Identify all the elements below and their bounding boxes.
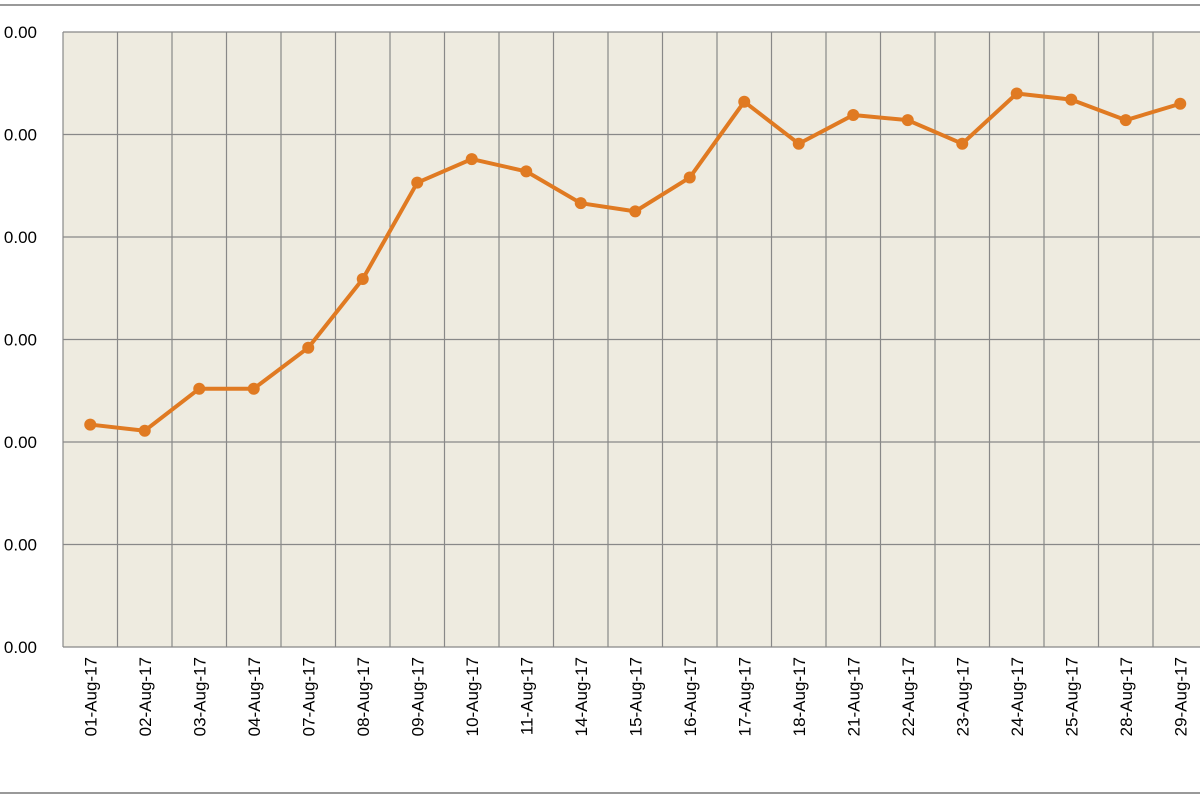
x-tick-label: 10-Aug-17 xyxy=(463,657,482,736)
x-tick-label: 18-Aug-17 xyxy=(790,657,809,736)
y-tick-label: 0.00 xyxy=(4,228,37,247)
point xyxy=(411,176,424,189)
point xyxy=(901,114,914,127)
x-tick-label: 14-Aug-17 xyxy=(572,657,591,736)
y-tick-label: 0.00 xyxy=(4,638,37,657)
x-tick-label: 09-Aug-17 xyxy=(408,657,427,736)
point xyxy=(574,197,587,210)
x-tick-label: 29-Aug-17 xyxy=(1171,657,1190,736)
point xyxy=(1010,87,1023,100)
point xyxy=(247,382,260,395)
point xyxy=(302,341,315,354)
y-tick-label: 0.00 xyxy=(4,433,37,452)
point xyxy=(629,205,642,218)
point xyxy=(84,418,97,431)
y-tick-label: 0.00 xyxy=(4,536,37,555)
point xyxy=(356,273,369,286)
y-tick-label: 0.00 xyxy=(4,331,37,350)
point xyxy=(956,137,969,150)
x-tick-label: 24-Aug-17 xyxy=(1008,657,1027,736)
point xyxy=(847,109,860,122)
point xyxy=(193,382,206,395)
point xyxy=(1065,93,1078,106)
x-tick-label: 08-Aug-17 xyxy=(354,657,373,736)
point xyxy=(520,165,533,178)
x-tick-label: 25-Aug-17 xyxy=(1062,657,1081,736)
point xyxy=(683,171,696,184)
point xyxy=(1174,97,1187,110)
y-tick-label: 0.00 xyxy=(4,126,37,145)
x-tick-label: 11-Aug-17 xyxy=(517,657,536,735)
y-tick-label: 0.00 xyxy=(4,23,37,42)
point xyxy=(465,153,478,166)
x-tick-label: 22-Aug-17 xyxy=(899,657,918,736)
x-tick-label: 15-Aug-17 xyxy=(626,657,645,736)
x-tick-label: 07-Aug-17 xyxy=(299,657,318,736)
x-tick-label: 21-Aug-17 xyxy=(844,657,863,736)
point xyxy=(1119,114,1132,127)
point xyxy=(792,137,805,150)
x-tick-label: 01-Aug-17 xyxy=(81,657,100,736)
x-tick-label: 17-Aug-17 xyxy=(735,657,754,736)
x-tick-label: 04-Aug-17 xyxy=(245,657,264,736)
point xyxy=(738,95,751,108)
x-tick-label: 03-Aug-17 xyxy=(190,657,209,736)
x-tick-label: 23-Aug-17 xyxy=(953,657,972,736)
x-tick-label: 28-Aug-17 xyxy=(1117,657,1136,736)
x-tick-label: 16-Aug-17 xyxy=(681,657,700,736)
x-tick-label: 02-Aug-17 xyxy=(136,657,155,736)
point xyxy=(138,424,151,437)
